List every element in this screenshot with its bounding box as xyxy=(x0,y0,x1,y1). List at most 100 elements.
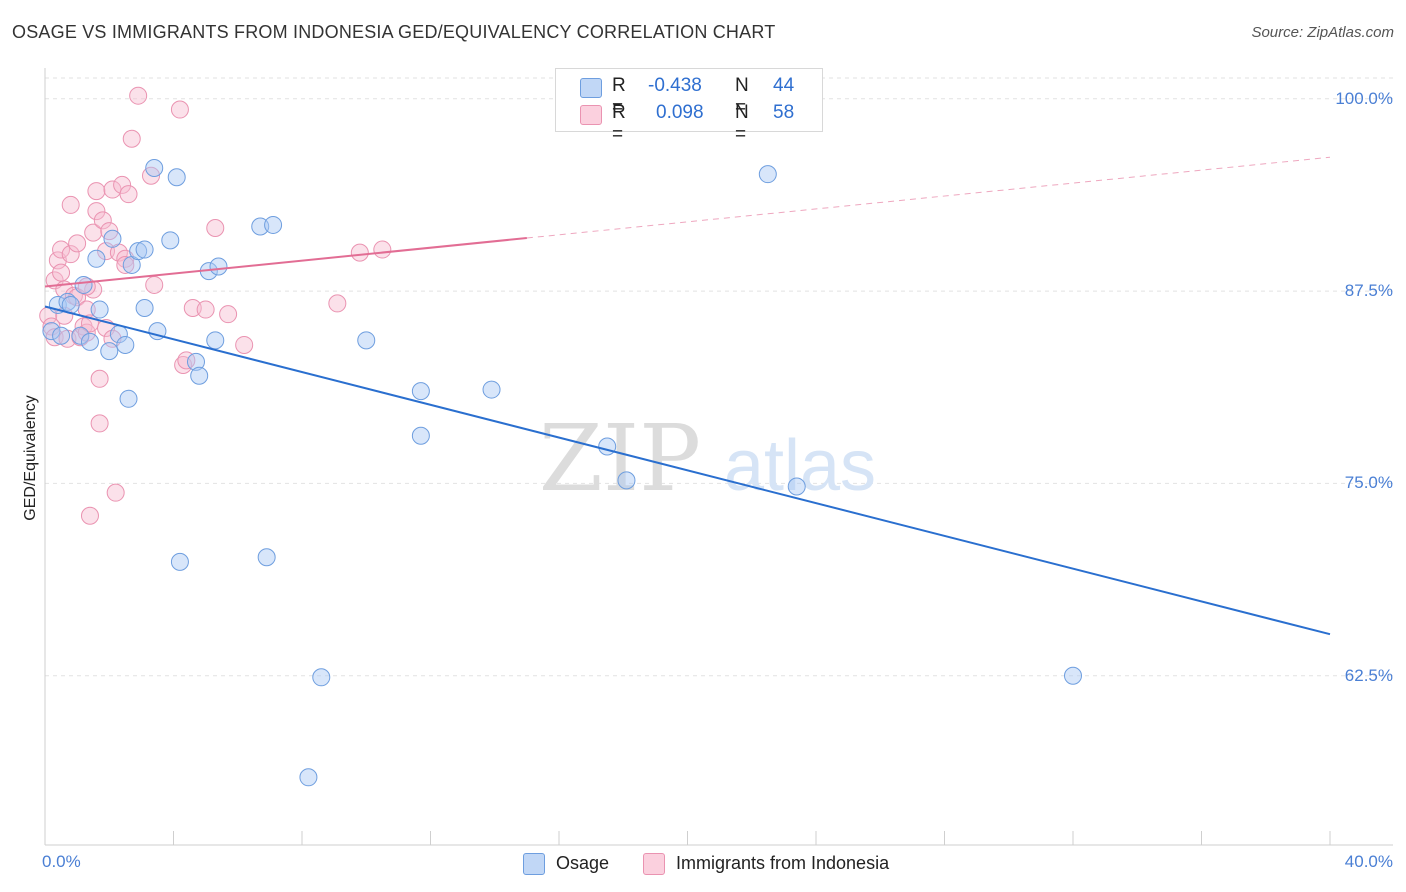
data-point xyxy=(161,231,180,250)
data-point xyxy=(84,223,103,242)
data-point xyxy=(758,165,777,184)
data-point xyxy=(42,317,61,336)
legend-r-label: R = xyxy=(612,75,626,118)
data-point xyxy=(206,219,225,238)
trend-line-indonesia-extension xyxy=(526,156,1331,239)
data-point xyxy=(119,185,138,204)
data-point xyxy=(167,168,186,187)
data-point xyxy=(617,471,636,490)
data-point xyxy=(116,335,135,354)
data-point xyxy=(328,294,347,313)
data-point xyxy=(52,263,71,282)
data-point xyxy=(196,300,215,319)
gridlines xyxy=(45,77,1393,677)
y-tick-label: 87.5% xyxy=(1344,281,1393,301)
data-point xyxy=(787,477,806,496)
data-point xyxy=(219,305,238,324)
data-point xyxy=(129,242,148,261)
data-point xyxy=(119,389,138,408)
correlation-legend: R = -0.438 N = 44 R = 0.098 N = 58 xyxy=(555,68,823,145)
legend-r-value: 0.098 xyxy=(656,102,704,123)
data-point xyxy=(135,299,154,318)
legend-n-label: N = xyxy=(735,102,749,145)
series-osage xyxy=(42,159,1082,787)
data-point xyxy=(145,159,164,178)
legend-swatch-blue xyxy=(580,78,602,98)
data-point xyxy=(411,382,430,401)
data-point xyxy=(52,240,71,259)
data-point xyxy=(52,326,71,345)
legend-n-label: N = xyxy=(735,75,749,118)
data-point xyxy=(312,668,331,687)
data-point xyxy=(190,366,209,385)
data-point xyxy=(209,257,228,276)
legend-r-label: R = xyxy=(612,102,626,145)
data-point xyxy=(206,331,225,350)
trend-line-osage xyxy=(44,305,1331,636)
data-point xyxy=(103,229,122,248)
y-tick-label: 62.5% xyxy=(1344,665,1393,685)
data-point xyxy=(61,245,80,264)
data-point xyxy=(71,326,90,345)
trend-lines xyxy=(44,156,1331,636)
data-point xyxy=(598,437,617,456)
bottom-legend-label: Immigrants from Indonesia xyxy=(676,853,890,873)
data-point xyxy=(177,351,196,370)
legend-swatch-pink xyxy=(580,105,602,125)
trend-line-indonesia xyxy=(44,237,527,288)
data-point xyxy=(251,217,270,236)
data-point xyxy=(145,275,164,294)
x-tick-label-max: 40.0% xyxy=(1344,852,1393,871)
data-point xyxy=(170,100,189,119)
data-point xyxy=(357,331,376,350)
watermark-zip: ZIP xyxy=(539,405,701,512)
data-point xyxy=(42,322,61,341)
data-point xyxy=(113,175,132,194)
data-point xyxy=(482,380,501,399)
data-point xyxy=(186,352,205,371)
data-point xyxy=(90,414,109,433)
data-point xyxy=(100,342,119,361)
axes xyxy=(44,68,1393,846)
bottom-legend-label: Osage xyxy=(556,853,610,873)
data-point xyxy=(170,552,189,571)
legend-r-value: -0.438 xyxy=(648,75,702,96)
data-point xyxy=(90,300,109,319)
data-point xyxy=(122,129,141,148)
chart-title: OSAGE VS IMMIGRANTS FROM INDONESIA GED/E… xyxy=(12,22,776,42)
data-point xyxy=(129,86,148,105)
data-point xyxy=(411,426,430,445)
data-point xyxy=(80,332,99,351)
data-point xyxy=(257,548,276,567)
source-label: Source: ZipAtlas.com xyxy=(1251,24,1394,41)
data-point xyxy=(61,195,80,214)
data-point xyxy=(183,299,202,318)
data-point xyxy=(135,240,154,259)
data-point xyxy=(74,275,93,294)
data-point xyxy=(116,255,135,274)
data-point xyxy=(87,182,106,201)
data-point xyxy=(87,202,106,221)
y-tick-label: 75.0% xyxy=(1344,473,1393,493)
data-point xyxy=(106,483,125,502)
legend-n-value: 44 xyxy=(773,75,795,96)
y-tick-label: 100.0% xyxy=(1335,88,1393,108)
data-point xyxy=(90,369,109,388)
data-point xyxy=(299,768,318,787)
bottom-swatch-blue xyxy=(523,853,545,875)
data-point xyxy=(350,243,369,262)
data-point xyxy=(264,215,283,234)
data-point xyxy=(87,249,106,268)
series-immigrants-from-indonesia xyxy=(39,86,392,525)
data-point xyxy=(93,211,112,230)
data-point xyxy=(80,506,99,525)
legend-n-value: 58 xyxy=(773,102,795,123)
data-point xyxy=(235,335,254,354)
data-point xyxy=(68,234,87,253)
data-point xyxy=(1064,666,1082,685)
data-point xyxy=(58,292,77,311)
watermark-atlas: atlas xyxy=(724,426,876,506)
x-tick-label-min: 0.0% xyxy=(42,852,81,871)
bottom-swatch-pink xyxy=(643,853,665,875)
